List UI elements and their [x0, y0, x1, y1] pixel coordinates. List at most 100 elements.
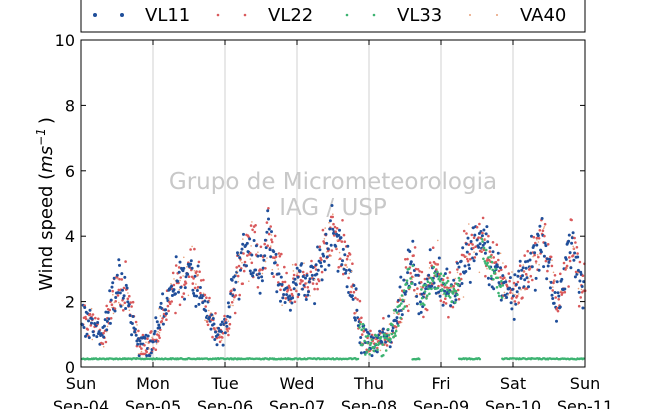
point-VL22 — [189, 248, 192, 251]
point-VL11 — [267, 217, 270, 221]
point-VL22 — [104, 340, 108, 344]
point-VL11 — [372, 336, 375, 340]
point-VL11 — [483, 251, 487, 255]
point-VL11 — [518, 259, 522, 263]
point-VL11 — [544, 244, 548, 248]
point-VL11 — [183, 297, 186, 301]
point-VL11 — [178, 260, 182, 264]
point-VL22 — [444, 302, 448, 305]
point-VL11 — [354, 287, 358, 291]
point-VL22 — [468, 252, 471, 256]
point-VA40 — [186, 266, 188, 268]
point-VL33 — [389, 337, 392, 341]
point-VL11 — [148, 354, 152, 358]
point-VL11 — [128, 314, 132, 317]
point-VL11 — [223, 331, 227, 335]
point-VA40 — [346, 266, 348, 268]
point-VL33 — [449, 284, 453, 288]
point-VA40 — [226, 330, 228, 333]
point-VL11 — [508, 276, 512, 280]
point-VL22 — [466, 257, 469, 261]
point-VL22 — [541, 229, 545, 232]
point-VA40 — [257, 251, 259, 253]
point-VL11 — [306, 293, 310, 297]
point-VL11 — [232, 288, 236, 292]
point-VL11 — [208, 316, 211, 319]
point-VL11 — [555, 280, 559, 284]
point-VL11 — [337, 233, 341, 237]
point-VA40 — [178, 288, 181, 291]
point-VA40 — [403, 298, 406, 301]
point-VL22 — [318, 245, 322, 248]
point-VL11 — [251, 271, 255, 275]
point-VA40 — [251, 221, 253, 223]
point-VL33 — [364, 335, 368, 338]
point-VL11 — [344, 269, 348, 272]
point-VL22 — [266, 244, 270, 247]
point-VL11 — [176, 279, 180, 283]
point-VL11 — [576, 255, 580, 259]
point-VL33 — [422, 284, 425, 287]
point-VL11 — [457, 265, 461, 269]
point-VA40 — [102, 345, 105, 348]
y-axis-label: Wind speed (ms−1) — [34, 117, 57, 291]
point-VL11 — [217, 326, 221, 330]
point-VL11 — [380, 340, 384, 344]
point-VA40 — [468, 223, 470, 225]
point-VL11 — [282, 293, 286, 296]
point-VL11 — [515, 290, 519, 294]
point-VL11 — [250, 253, 254, 257]
point-VL11 — [510, 307, 514, 311]
point-VL33 — [358, 326, 361, 329]
point-VL22 — [430, 264, 434, 268]
point-VA40 — [106, 325, 109, 328]
point-VL11 — [491, 250, 495, 254]
point-VA40 — [197, 273, 199, 276]
point-VL11 — [124, 307, 128, 310]
point-VL11 — [519, 276, 523, 280]
point-VA40 — [151, 336, 153, 339]
point-VL11 — [158, 326, 162, 330]
point-VL22 — [556, 309, 560, 313]
point-VL22 — [157, 334, 161, 337]
point-VL11 — [400, 313, 404, 317]
y-axis-label-unit: ms — [36, 146, 57, 173]
point-VL11 — [280, 283, 284, 286]
point-VA40 — [399, 297, 401, 299]
point-VL22 — [102, 331, 105, 335]
point-VL22 — [134, 320, 138, 324]
x-tick-label-day: Sun — [570, 374, 600, 393]
point-VL11 — [189, 262, 193, 266]
point-VL22 — [456, 288, 460, 292]
point-VL11 — [155, 320, 159, 324]
point-VL33 — [381, 343, 384, 346]
point-VA40 — [90, 307, 93, 310]
point-VL33 — [393, 332, 397, 335]
point-VL22 — [394, 325, 398, 329]
point-VA40 — [348, 272, 351, 275]
point-VL11 — [343, 253, 347, 257]
point-VL11 — [172, 288, 176, 292]
point-VL22 — [195, 270, 198, 273]
point-VL33 — [425, 297, 428, 300]
point-VL11 — [265, 230, 269, 234]
legend-label: VL33 — [397, 5, 442, 26]
point-VA40 — [195, 283, 197, 285]
point-VL11 — [546, 264, 550, 268]
point-VL11 — [481, 243, 485, 247]
point-VL11 — [514, 283, 518, 286]
point-VL11 — [441, 303, 445, 307]
point-VL22 — [293, 300, 297, 304]
point-VL22 — [205, 296, 208, 300]
point-VL11 — [294, 283, 298, 287]
point-VL11 — [104, 310, 108, 314]
point-VL22 — [347, 276, 350, 280]
point-VL22 — [526, 249, 529, 253]
point-VA40 — [235, 273, 237, 276]
point-VL11 — [272, 250, 276, 254]
point-VA40 — [514, 293, 516, 296]
point-VL22 — [423, 277, 427, 281]
point-VL11 — [402, 278, 406, 282]
point-VL22 — [97, 317, 100, 321]
